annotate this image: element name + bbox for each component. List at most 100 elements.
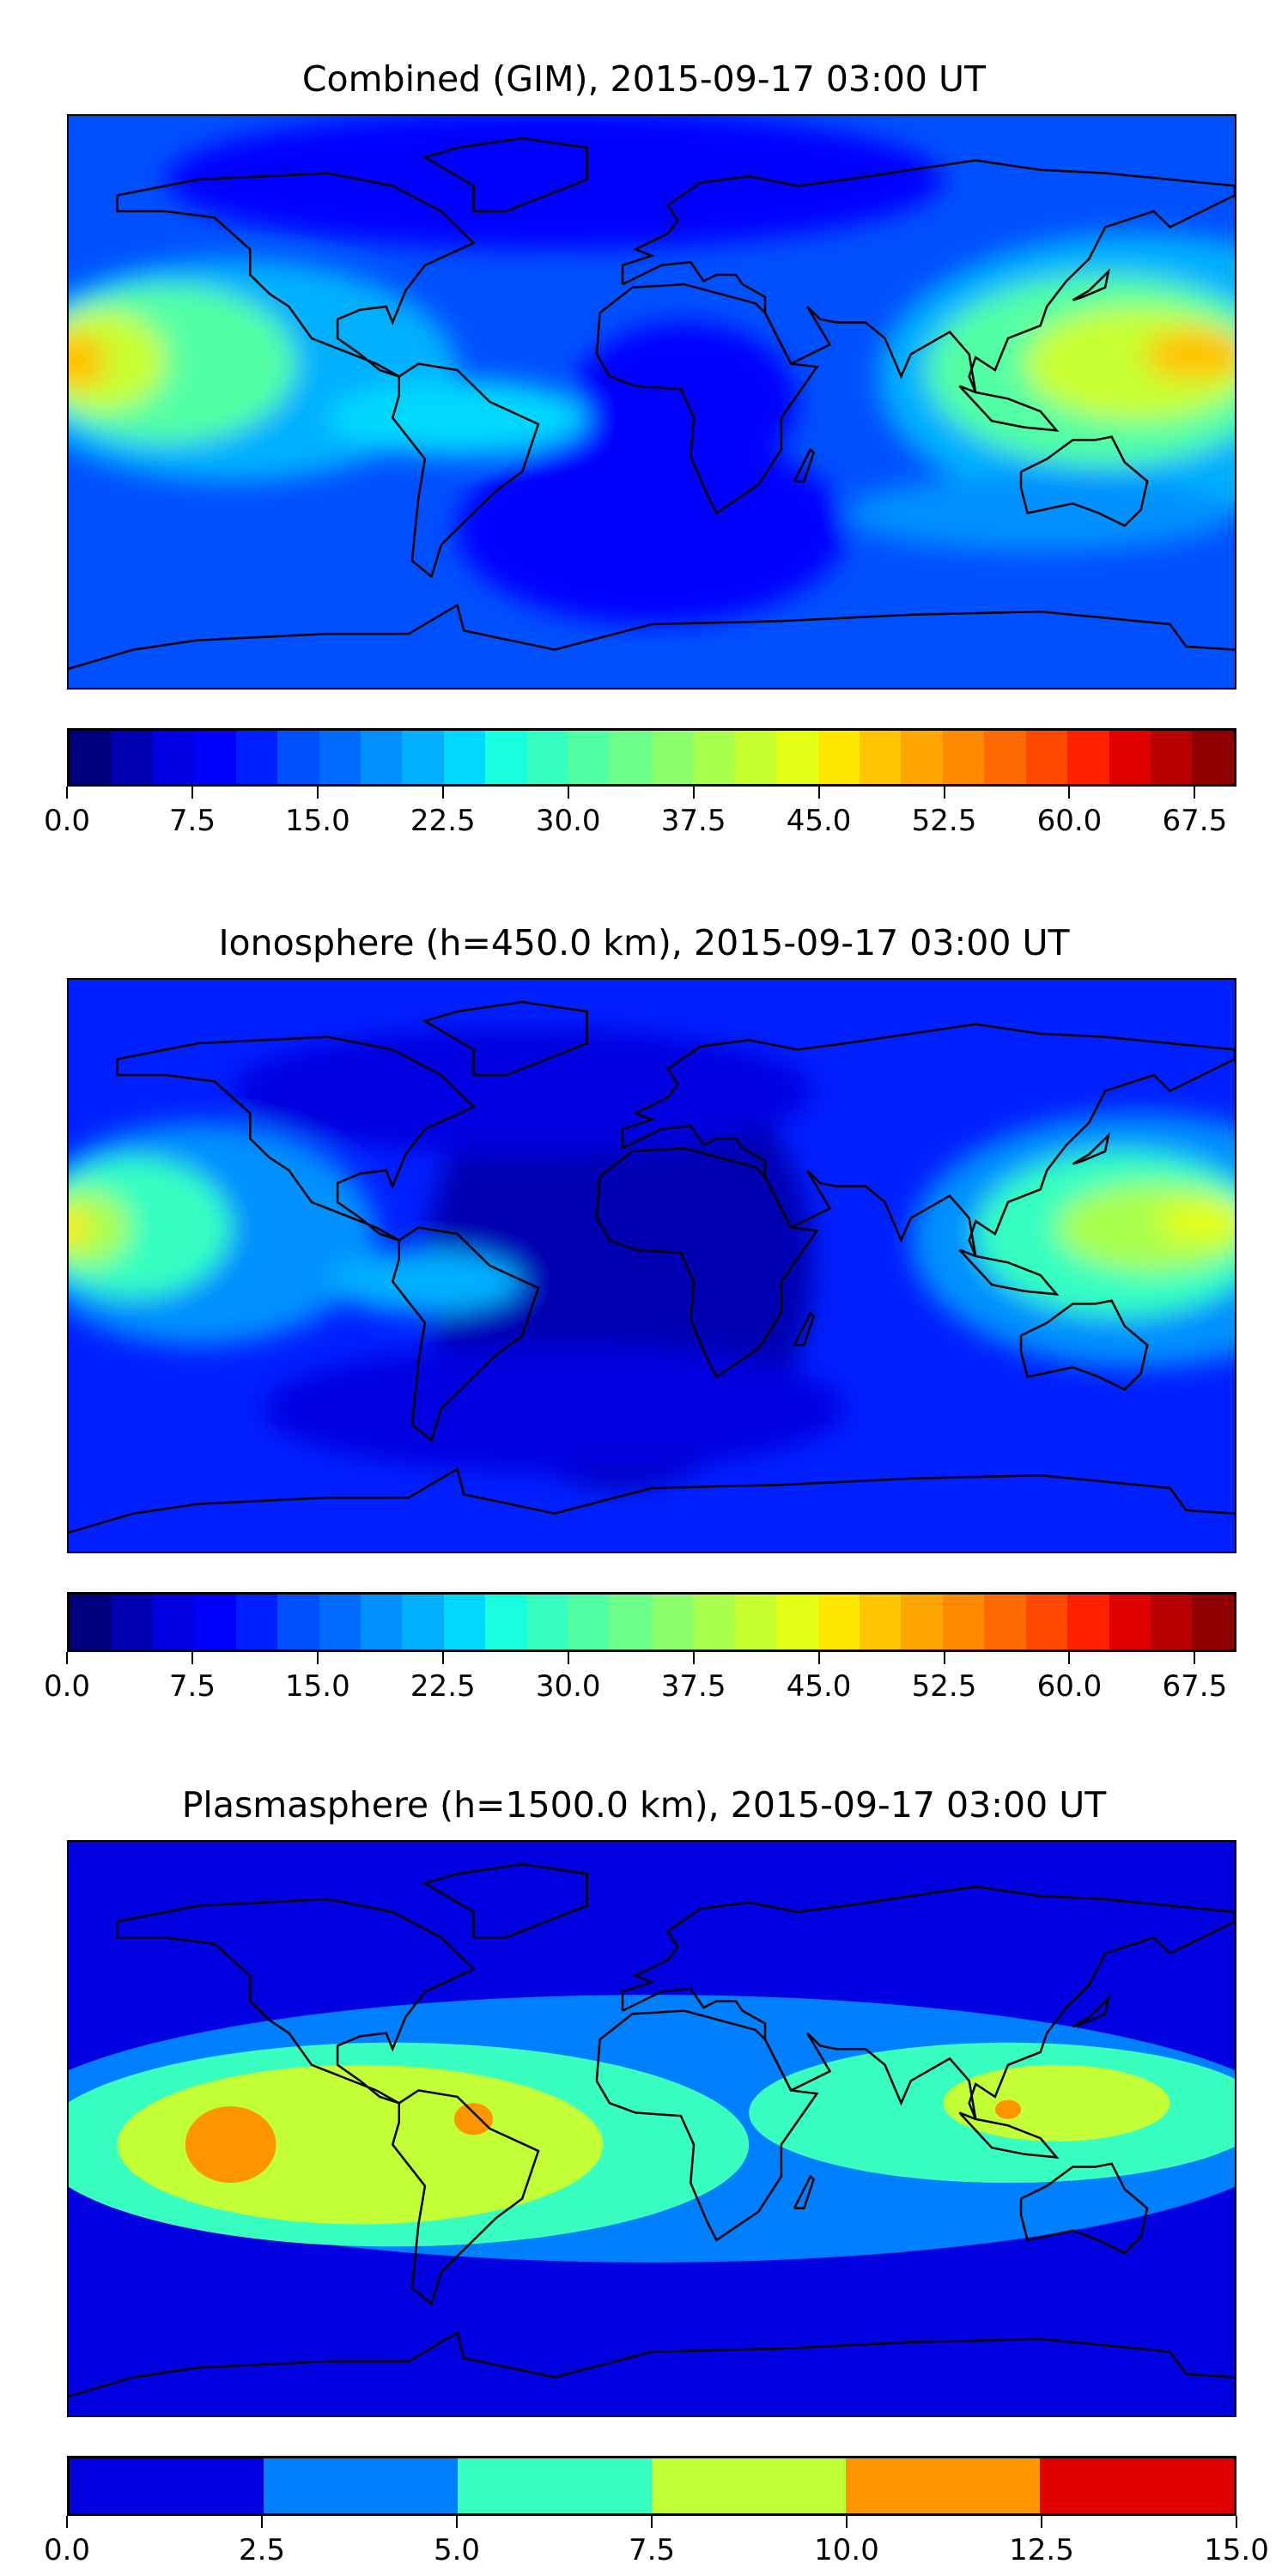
panel-1-colorbar-ticks: 0.0 7.5 15.0 22.5 30.0 37.5 45.0 52.5 60.0 67.5 [44,787,1236,838]
colorbar-tick [651,2516,653,2528]
colorbar-tick-label: 5.0 [433,2533,481,2567]
coastline-greenland [425,1864,587,1937]
colorbar-segment [1192,1595,1234,1649]
colorbar-segment [1192,731,1234,784]
colorbar-tick [316,787,319,799]
plasmasphere-tec-map [69,1842,1235,2415]
colorbar-tick-label: 30.0 [535,1669,601,1704]
colorbar-segment [901,1595,943,1649]
colorbar-segment [568,731,611,784]
colorbar-tick [191,787,193,799]
colorbar-segment [443,1595,486,1649]
colorbar-segment [984,731,1026,784]
colorbar-segment [652,2458,846,2513]
contour-region [69,1157,231,1297]
coastline-eurasia [623,1886,1235,2119]
colorbar-segment [1150,1595,1193,1649]
combined-tec-map [69,116,1235,688]
colorbar-segment [1025,731,1068,784]
colorbar-segment [319,731,361,784]
colorbar-tick [66,787,68,799]
ionosphere-tec-map [69,980,1235,1552]
coastline-north-america [118,1899,474,2104]
coastline-antarctica [69,2333,1235,2397]
colorbar-tick [1068,787,1071,799]
contour-region [943,2064,1170,2142]
contour-region [1157,1199,1235,1244]
colorbar-tick [456,2516,458,2528]
colorbar-segment [1109,1595,1151,1649]
coastline-south-america [392,2090,538,2304]
coastline-eurasia [623,1024,1235,1256]
colorbar-segment [860,731,902,784]
colorbar-segment [194,1595,236,1649]
coastline-japan [1072,1135,1108,1163]
coastline-africa [597,284,817,513]
colorbar-segment [1025,1595,1068,1649]
colorbar-segment [1040,2458,1234,2513]
colorbar-segment [152,731,195,784]
colorbar-segment [70,1595,112,1649]
colorbar-tick-label: 67.5 [1162,804,1228,838]
colorbar-tick [191,1652,193,1664]
colorbar-tick-label: 52.5 [911,1669,977,1704]
colorbar-segment [846,2458,1040,2513]
colorbar-tick [441,787,444,799]
contour-region [327,1249,523,1314]
coastline-greenland [425,138,587,211]
colorbar-tick-label: 10.0 [814,2533,879,2567]
coastline-north-america [118,173,474,377]
colorbar-segment [693,1595,735,1649]
coastline-africa [597,1148,817,1376]
contour-region [69,331,108,390]
colorbar-tick [567,1652,569,1664]
colorbar-tick-label: 7.5 [168,1669,216,1704]
colorbar-segment [901,731,943,784]
colorbar-segment [70,2458,264,2513]
colorbar-tick [817,1652,820,1664]
colorbar-tick [943,1652,945,1664]
colorbar-tick-label: 60.0 [1036,1669,1103,1704]
colorbar-tick [692,1652,695,1664]
coastline-madagascar [794,450,814,482]
colorbar-tick [316,1652,319,1664]
colorbar-segment [194,731,236,784]
coastline-japan [1072,1998,1108,2026]
colorbar-segment [1067,1595,1109,1649]
colorbar-segment [277,1595,319,1649]
colorbar-segment [1109,731,1151,784]
colorbar-segment [360,731,403,784]
coastline-antarctica [69,605,1235,669]
coastline-antarctica [69,1469,1235,1533]
colorbar-tick-label: 7.5 [168,804,216,838]
coastline-australia [1021,1301,1147,1390]
contour-region [1144,328,1235,380]
colorbar-segment [610,731,652,784]
colorbar-segment [1067,731,1109,784]
colorbar-tick-label: 7.5 [628,2533,676,2567]
colorbar-segment [264,2458,458,2513]
panel-1-map [67,114,1236,690]
colorbar-tick-label: 15.0 [284,1669,350,1704]
colorbar-tick [261,2516,263,2528]
colorbar-segment [402,731,444,784]
colorbar-segment [235,1595,278,1649]
panel-1-title: Combined (GIM), 2015-09-17 03:00 UT [301,58,987,100]
colorbar-tick-label: 15.0 [284,804,350,838]
panel-3-colorbar [67,2456,1236,2516]
colorbar-segment [651,731,694,784]
colorbar-tick-label: 0.0 [43,804,91,838]
colorbar-segment [776,1595,818,1649]
colorbar-segment [360,1595,403,1649]
colorbar-tick-label: 52.5 [911,804,977,838]
colorbar-segment [776,731,818,784]
colorbar-tick [66,1652,68,1664]
contour-region [453,2103,494,2136]
colorbar-segment [568,1595,611,1649]
contour-region [994,2099,1022,2119]
colorbar-tick-label: 37.5 [660,804,726,838]
panel-3-map [67,1840,1236,2417]
panel-2-map [67,978,1236,1553]
colorbar-tick-label: 0.0 [43,1669,91,1704]
colorbar-tick-label: 2.5 [238,2533,286,2567]
